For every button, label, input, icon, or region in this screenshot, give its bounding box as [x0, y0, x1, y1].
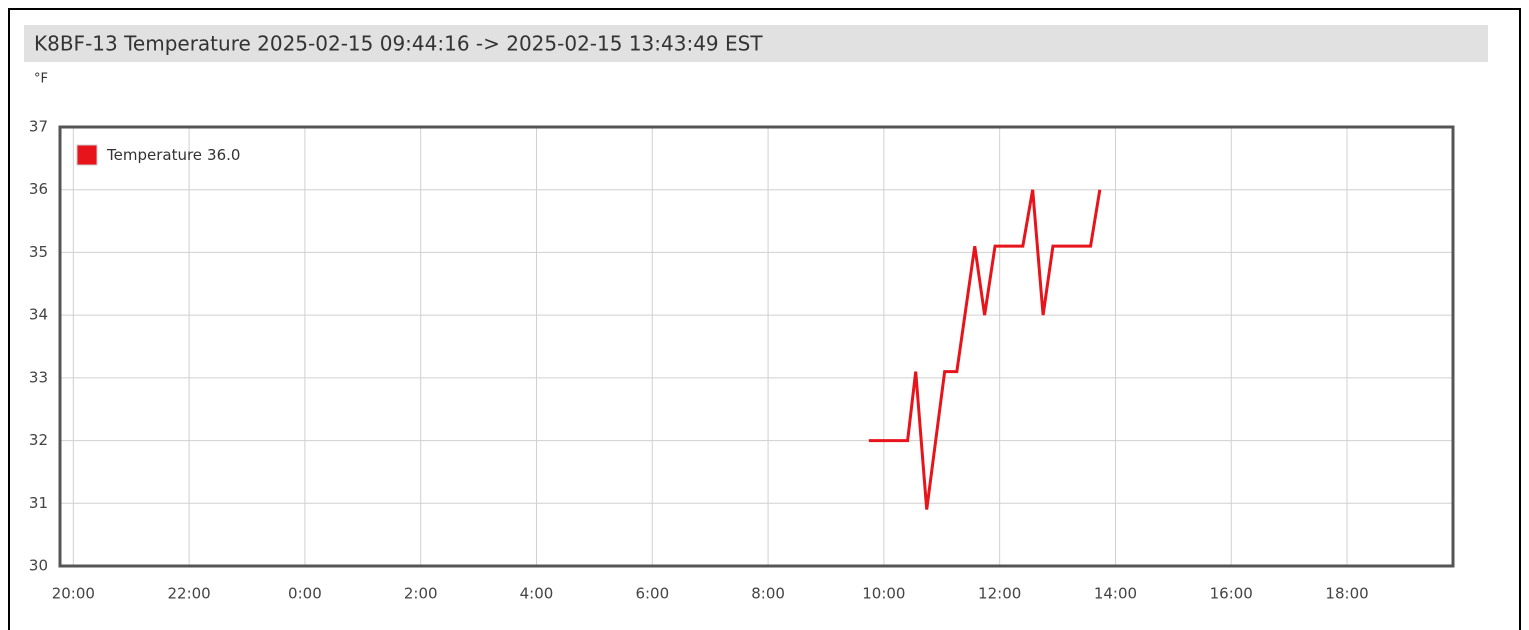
- x-tick-label: 2:00: [404, 585, 438, 603]
- y-tick-label: 31: [29, 494, 48, 512]
- y-axis-label: °F: [34, 72, 48, 87]
- legend-value: 36.0: [207, 146, 240, 164]
- x-tick-label: 22:00: [167, 585, 210, 603]
- title-bar: [24, 25, 1488, 62]
- x-tick-label: 6:00: [635, 585, 669, 603]
- legend-name: Temperature: [106, 146, 202, 164]
- x-tick-label: 10:00: [862, 585, 905, 603]
- frame: [8, 8, 1521, 630]
- data-line: [868, 189, 1102, 510]
- y-tick-label: 32: [29, 431, 48, 449]
- y-tick-label: 33: [29, 368, 48, 386]
- y-tick-label: 37: [29, 118, 48, 136]
- x-tick-label: 4:00: [520, 585, 554, 603]
- x-tick-label: 8:00: [751, 585, 785, 603]
- plot-border: [58, 125, 1455, 568]
- x-tick-label: 0:00: [288, 585, 322, 603]
- y-tick-label: 36: [29, 180, 48, 198]
- chart-title: K8BF-13 Temperature 2025-02-15 09:44:16 …: [34, 32, 763, 56]
- y-tick-label: 35: [29, 243, 48, 261]
- x-tick-label: 20:00: [52, 585, 95, 603]
- legend-label: Temperature 36.0: [106, 146, 240, 164]
- x-tick-label: 16:00: [1210, 585, 1253, 603]
- legend-swatch: [76, 144, 98, 166]
- x-tick-label: 12:00: [978, 585, 1021, 603]
- y-tick-label: 30: [29, 557, 48, 575]
- x-tick-label: 14:00: [1094, 585, 1137, 603]
- x-tick-label: 18:00: [1325, 585, 1368, 603]
- y-tick-label: 34: [29, 306, 48, 324]
